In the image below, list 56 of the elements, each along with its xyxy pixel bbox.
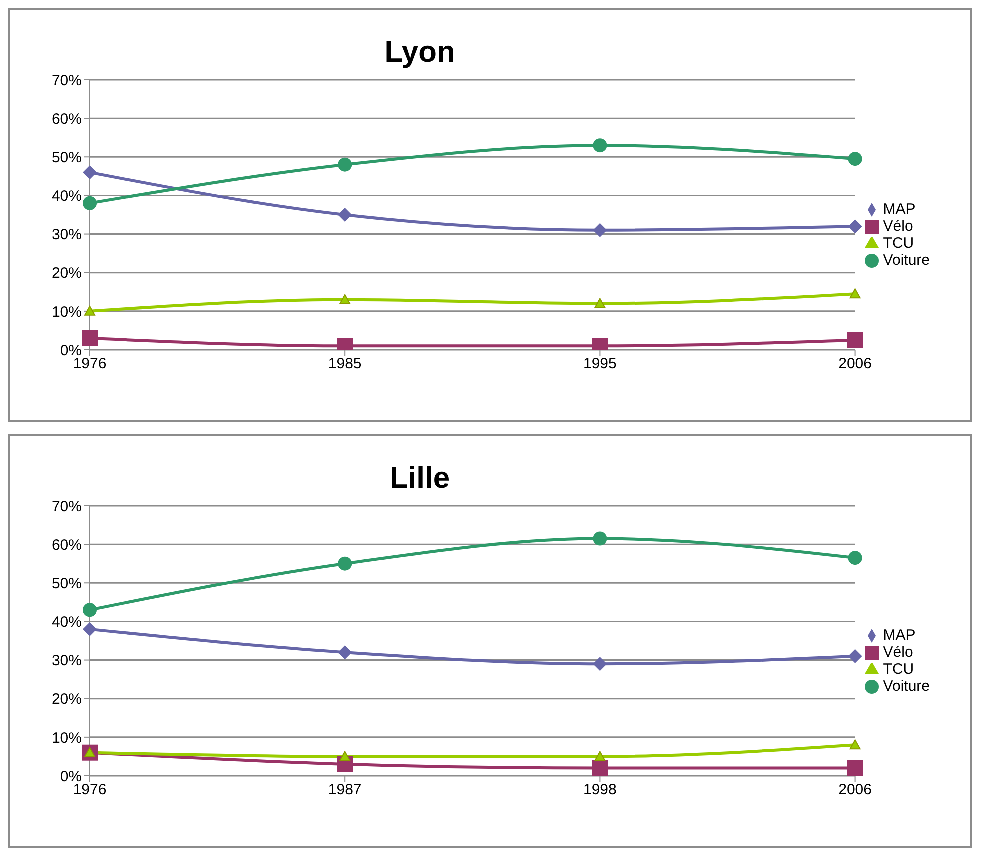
- legend-label: Voiture: [883, 678, 930, 695]
- chart-title: Lille: [388, 462, 451, 496]
- point: [848, 649, 862, 664]
- point: [594, 298, 606, 308]
- legend-label: TCU: [883, 661, 914, 678]
- point: [340, 294, 351, 304]
- y-tick-label: 70%: [52, 498, 82, 516]
- point: [83, 603, 97, 618]
- point: [592, 760, 608, 776]
- x-tick-label: 2006: [838, 356, 872, 373]
- point: [593, 223, 608, 238]
- legend-label: MAP: [883, 201, 916, 218]
- y-tick-label: 10%: [52, 304, 82, 321]
- point: [847, 332, 864, 348]
- y-tick-label: 20%: [52, 265, 82, 282]
- point: [593, 138, 608, 153]
- y-tick-label: 30%: [52, 226, 82, 244]
- y-tick-label: 70%: [52, 72, 82, 90]
- x-tick-label: 1995: [584, 356, 617, 373]
- x-tick-label: 1987: [328, 782, 362, 799]
- point: [83, 622, 97, 636]
- point: [850, 288, 861, 299]
- y-tick-label: 20%: [52, 691, 82, 708]
- y-tick-label: 40%: [52, 614, 82, 632]
- point: [847, 760, 864, 776]
- y-tick-label: 10%: [52, 730, 82, 747]
- y-tick-label: 60%: [52, 110, 82, 128]
- chart-title: Lyon: [384, 36, 456, 70]
- point: [848, 220, 862, 234]
- legend-label: Vélo: [883, 644, 914, 661]
- point: [848, 551, 862, 566]
- point: [594, 751, 606, 762]
- x-tick-label: 1985: [328, 356, 362, 373]
- point: [340, 751, 351, 762]
- point: [83, 166, 97, 180]
- legend-label: MAP: [883, 627, 916, 644]
- y-tick-label: 50%: [52, 575, 82, 592]
- point: [338, 556, 352, 571]
- legend-label: TCU: [883, 235, 914, 252]
- y-tick-label: 50%: [52, 149, 82, 166]
- point: [593, 657, 608, 672]
- point: [338, 646, 352, 660]
- y-tick-label: 60%: [52, 536, 82, 554]
- point: [83, 196, 97, 210]
- x-tick-label: 1998: [584, 782, 617, 799]
- y-tick-label: 30%: [52, 652, 82, 670]
- point: [338, 158, 352, 172]
- x-tick-label: 2006: [838, 782, 872, 799]
- legend-label: Vélo: [883, 218, 914, 235]
- point: [338, 208, 352, 222]
- point: [850, 740, 861, 750]
- y-tick-label: 40%: [52, 188, 82, 206]
- point: [82, 330, 98, 346]
- legend-label: Voiture: [883, 252, 930, 269]
- point: [848, 152, 862, 166]
- point: [593, 532, 608, 546]
